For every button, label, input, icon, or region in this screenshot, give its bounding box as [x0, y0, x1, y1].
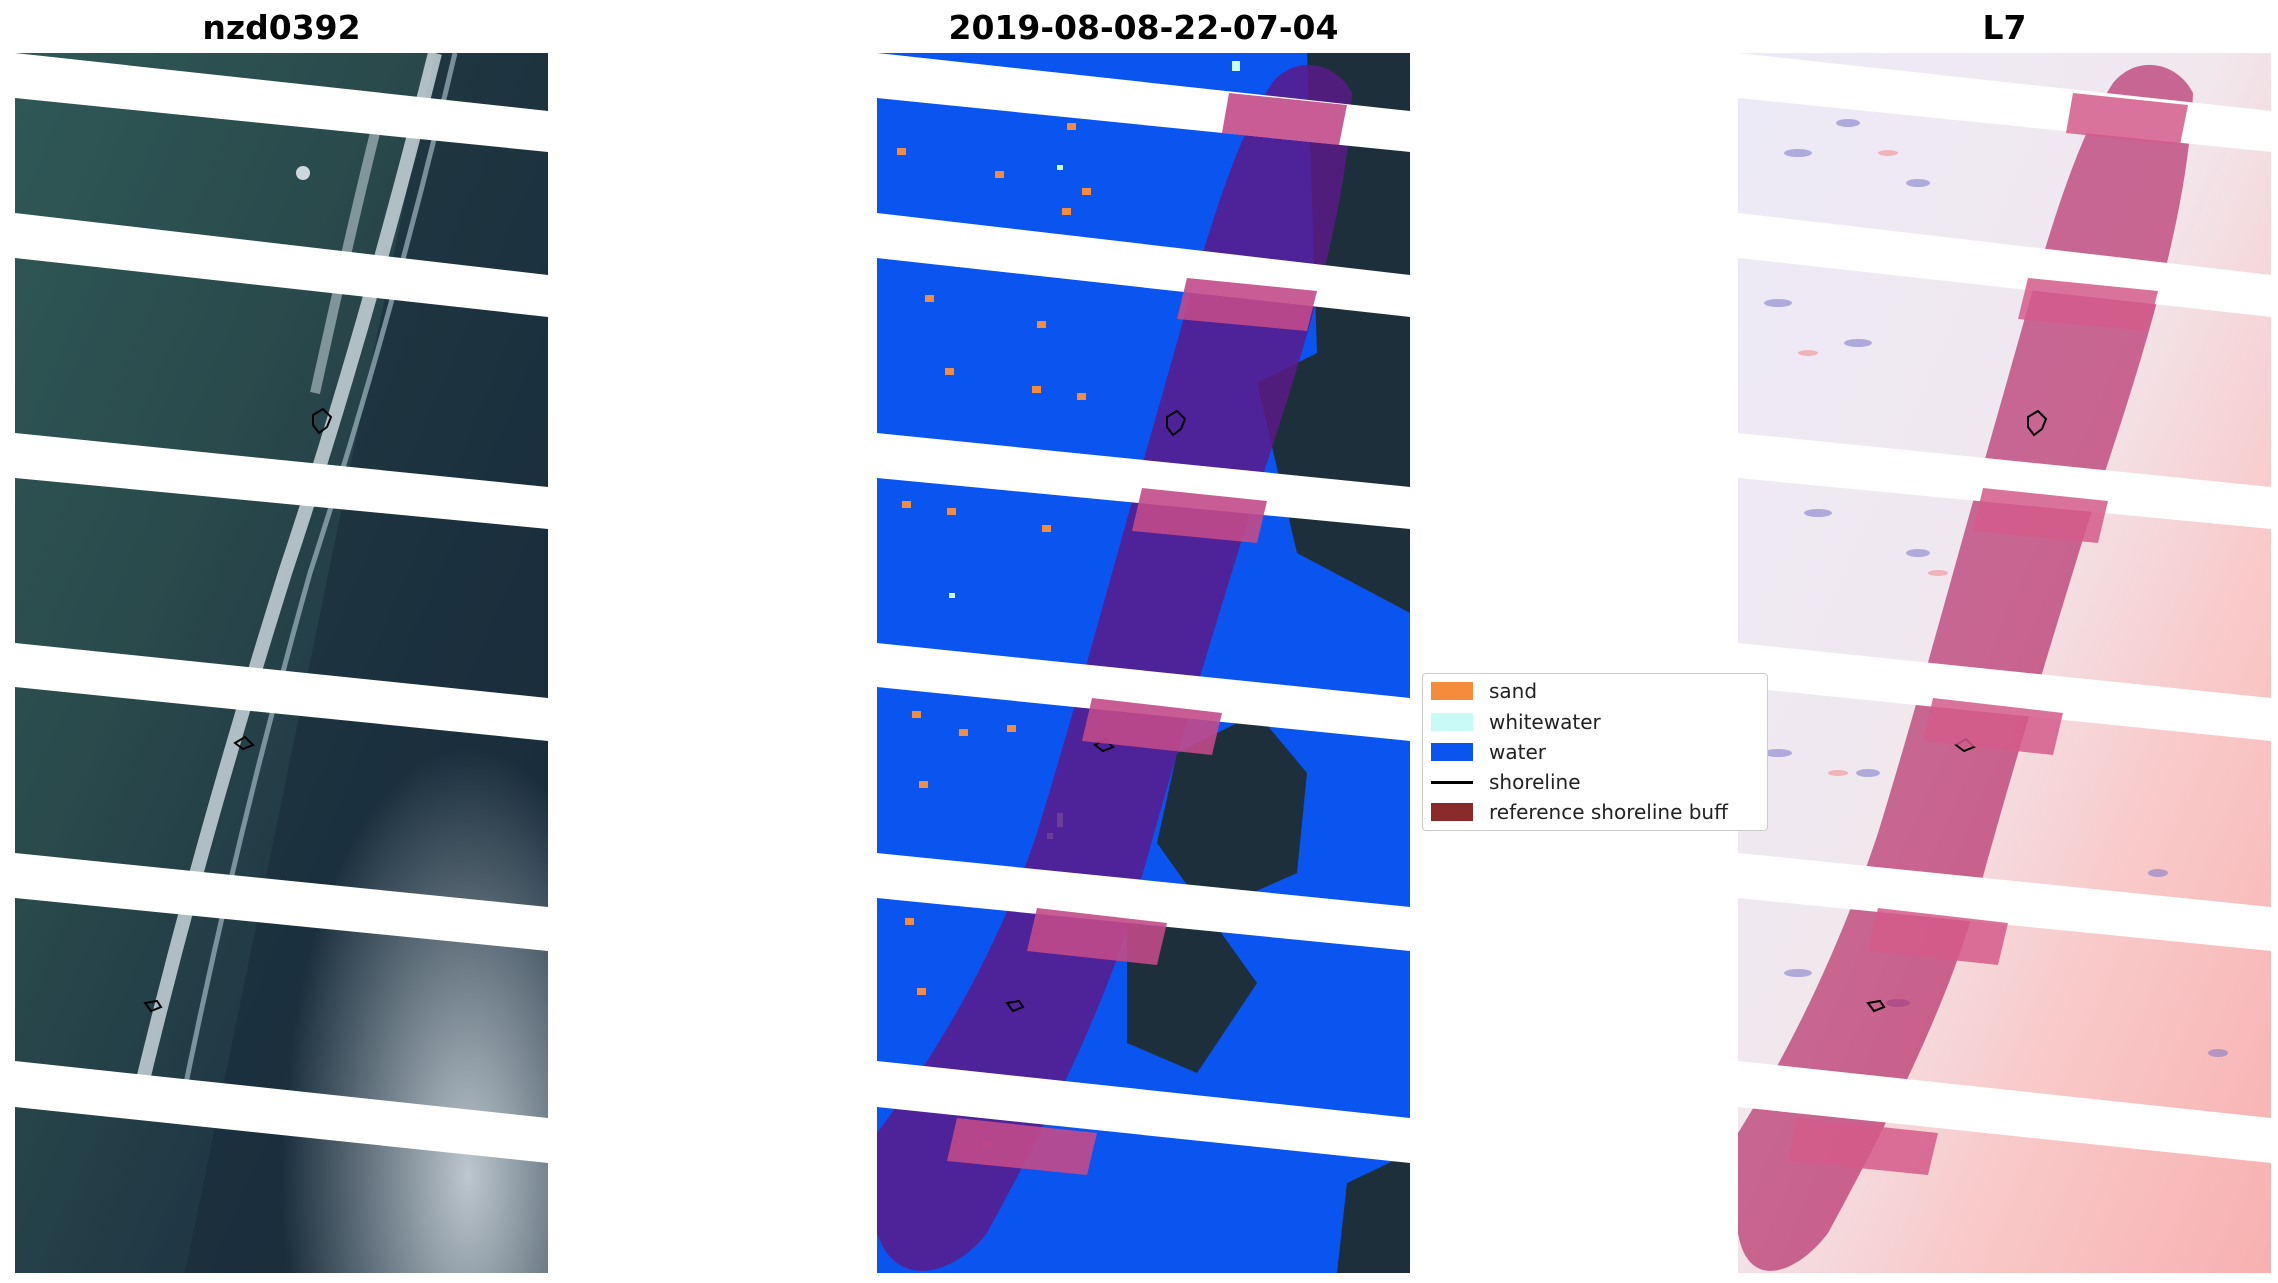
- legend-label-buffer: reference shoreline buff: [1489, 800, 1728, 824]
- legend-item-shoreline: shoreline: [1431, 767, 1581, 797]
- legend-item-whitewater: whitewater: [1431, 707, 1601, 737]
- rgb-image-panel: [15, 53, 548, 1273]
- legend-label-whitewater: whitewater: [1489, 710, 1601, 734]
- water-swatch: [1431, 743, 1473, 761]
- classified-image-panel: [877, 53, 1410, 1273]
- shoreline-line-icon: [1431, 780, 1473, 784]
- legend: sand whitewater water shoreline referenc…: [1422, 673, 1768, 831]
- rgb-image: [15, 53, 548, 1273]
- sand-swatch: [1431, 682, 1473, 700]
- legend-item-buffer: reference shoreline buff: [1431, 797, 1728, 827]
- legend-item-sand: sand: [1431, 676, 1537, 706]
- panel-title-index: L7: [1982, 8, 2027, 47]
- buffer-swatch: [1431, 803, 1473, 821]
- legend-label-shoreline: shoreline: [1489, 770, 1581, 794]
- legend-label-water: water: [1489, 740, 1546, 764]
- panel-title-date: 2019-08-08-22-07-04: [948, 8, 1339, 47]
- index-image: [1738, 53, 2271, 1273]
- classified-image: [877, 53, 1410, 1273]
- panel-title-rgb: nzd0392: [202, 8, 361, 47]
- index-image-panel: [1738, 53, 2271, 1273]
- legend-label-sand: sand: [1489, 679, 1538, 703]
- whitewater-swatch: [1431, 713, 1473, 731]
- legend-item-water: water: [1431, 737, 1546, 767]
